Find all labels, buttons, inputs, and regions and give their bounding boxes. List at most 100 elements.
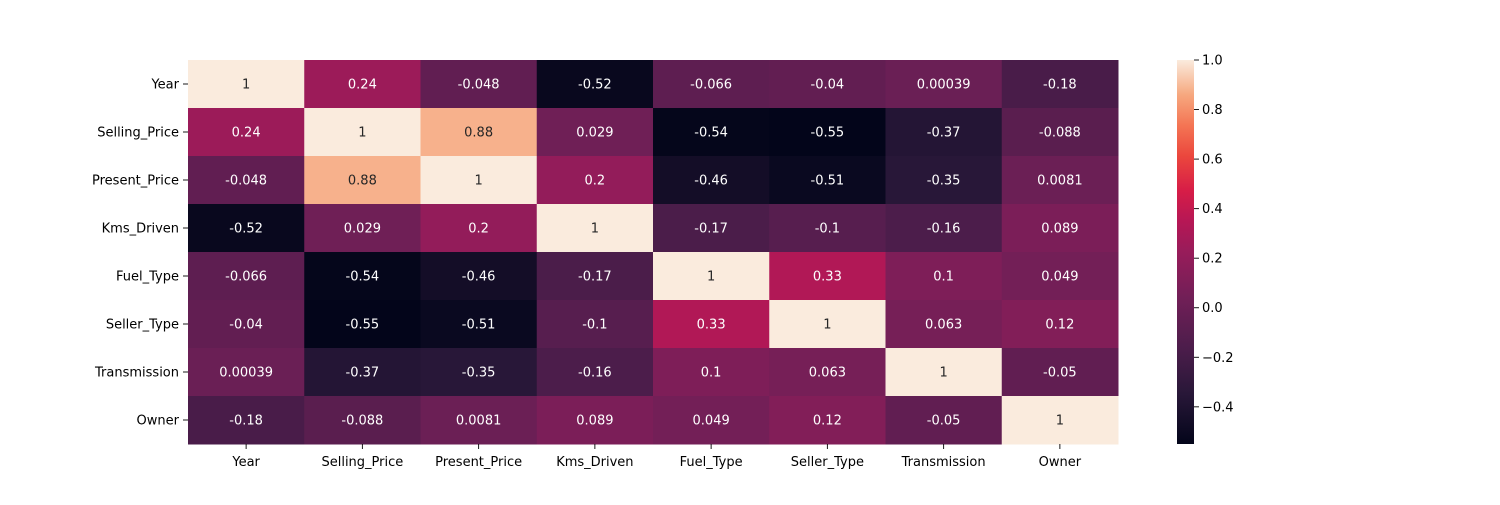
colorbar-tick-label: 0.0 <box>1202 301 1223 316</box>
heatmap-cell <box>769 156 886 205</box>
cell-annotation: -0.04 <box>229 318 263 333</box>
heatmap-cell <box>653 396 770 445</box>
heatmap-cell <box>420 156 538 205</box>
cell-annotation: 0.1 <box>933 270 954 285</box>
cell-annotation: -0.37 <box>927 126 961 141</box>
heatmap-cell <box>536 204 654 253</box>
heatmap-cell <box>188 60 305 109</box>
cell-annotation: 0.063 <box>925 318 962 333</box>
heatmap-cell <box>304 60 421 109</box>
colorbar-tick-label: 0.4 <box>1202 202 1223 217</box>
cell-annotation: 0.12 <box>1045 318 1074 333</box>
cell-annotation: -0.04 <box>811 78 845 93</box>
cell-annotation: -0.048 <box>225 174 267 189</box>
heatmap-cell <box>188 204 305 253</box>
cell-annotation: 0.0081 <box>1037 174 1083 189</box>
heatmap-cell <box>653 108 770 157</box>
heatmap-cell <box>885 108 1003 157</box>
cell-annotation: 0.029 <box>344 222 381 237</box>
cell-annotation: 0.029 <box>576 126 613 141</box>
y-tick-label: Present_Price <box>92 174 179 189</box>
heatmap-cell <box>769 108 886 157</box>
heatmap-cell <box>1001 60 1119 109</box>
cell-annotation: -0.54 <box>694 126 728 141</box>
cell-annotation: -0.51 <box>462 318 496 333</box>
cell-annotation: -0.17 <box>578 270 612 285</box>
y-tick-label: Selling_Price <box>97 126 179 141</box>
cell-annotation: 0.049 <box>693 414 730 429</box>
y-tick-label: Kms_Driven <box>102 222 179 237</box>
x-tick-label: Fuel_Type <box>680 455 743 470</box>
heatmap-cell <box>769 300 886 349</box>
cell-annotation: 0.88 <box>348 174 377 189</box>
heatmap-cell <box>188 108 305 157</box>
heatmap-cell <box>304 156 421 205</box>
cell-annotation: -0.35 <box>927 174 961 189</box>
y-tick-label: Year <box>150 78 179 93</box>
cell-annotation: -0.54 <box>346 270 380 285</box>
cell-annotation: 0.049 <box>1041 270 1078 285</box>
heatmap-cell <box>420 60 538 109</box>
colorbar: 1.0 0.8 0.6 0.4 0.2 0.0 −0.2 −0.4 <box>1177 54 1234 444</box>
cell-annotation: 1 <box>242 78 250 93</box>
heatmap-cells <box>188 60 1119 445</box>
heatmap-cell <box>1001 156 1119 205</box>
cell-annotation: -0.55 <box>811 126 845 141</box>
heatmap-cell <box>536 60 654 109</box>
heatmap-cell <box>885 252 1003 301</box>
colorbar-tick-label: 1.0 <box>1202 54 1223 69</box>
heatmap-cell <box>536 300 654 349</box>
cell-annotation: -0.088 <box>341 414 383 429</box>
cell-annotation: 1 <box>474 174 482 189</box>
x-tick-label: Selling_Price <box>321 455 403 470</box>
heatmap-cell <box>304 252 421 301</box>
colorbar-tick-label: −0.4 <box>1202 400 1234 415</box>
heatmap-cell <box>653 156 770 205</box>
cell-annotation: -0.088 <box>1039 126 1081 141</box>
cell-annotation: 1 <box>1056 414 1064 429</box>
cell-annotation: -0.05 <box>1043 366 1077 381</box>
cell-annotation: -0.16 <box>578 366 612 381</box>
heatmap-cell <box>188 300 305 349</box>
heatmap-cell <box>188 396 305 445</box>
cell-annotation: 0.089 <box>1041 222 1078 237</box>
heatmap-cell <box>536 396 654 445</box>
heatmap-cell <box>653 252 770 301</box>
heatmap-cell <box>536 252 654 301</box>
cell-annotation: -0.52 <box>578 78 612 93</box>
y-tick-label: Owner <box>137 414 180 429</box>
cell-annotation: -0.46 <box>694 174 728 189</box>
heatmap-cell <box>769 252 886 301</box>
heatmap-cell <box>420 300 538 349</box>
heatmap-cell <box>420 204 538 253</box>
heatmap-cell <box>1001 348 1119 397</box>
heatmap-cell <box>653 300 770 349</box>
cell-annotation: 0.00039 <box>917 78 971 93</box>
y-axis: Year Selling_Price Present_Price Kms_Driven… <box>92 78 188 429</box>
cell-annotation: -0.18 <box>229 414 263 429</box>
cell-annotation: 1 <box>358 126 366 141</box>
cell-annotation: 1 <box>591 222 599 237</box>
cell-annotation: 0.1 <box>701 366 722 381</box>
cell-annotation: -0.066 <box>225 270 267 285</box>
cell-annotation: 0.33 <box>813 270 842 285</box>
x-tick-label: Present_Price <box>435 455 522 470</box>
heatmap-cell <box>1001 396 1119 445</box>
cell-annotation: 0.33 <box>697 318 726 333</box>
cell-annotation: 0.24 <box>348 78 377 93</box>
heatmap-cell <box>653 204 770 253</box>
heatmap-cell <box>885 300 1003 349</box>
y-tick-label: Seller_Type <box>106 318 179 333</box>
cell-annotation: 0.88 <box>464 126 493 141</box>
cell-annotation: -0.066 <box>690 78 732 93</box>
cell-annotation: 0.063 <box>809 366 846 381</box>
cell-annotation: 1 <box>939 366 947 381</box>
colorbar-tick-label: 0.8 <box>1202 103 1223 118</box>
x-tick-label: Owner <box>1039 455 1082 470</box>
cell-annotation: -0.35 <box>462 366 496 381</box>
cell-annotation: 0.0081 <box>456 414 502 429</box>
heatmap-cell <box>885 396 1003 445</box>
cell-annotation: -0.1 <box>582 318 607 333</box>
